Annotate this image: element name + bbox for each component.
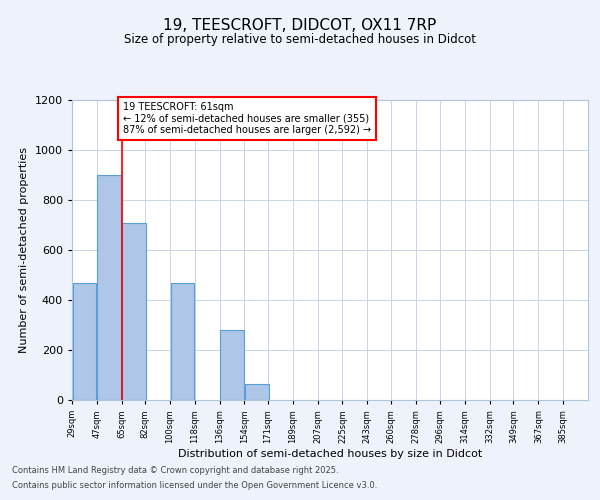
X-axis label: Distribution of semi-detached houses by size in Didcot: Distribution of semi-detached houses by … xyxy=(178,448,482,458)
Text: Size of property relative to semi-detached houses in Didcot: Size of property relative to semi-detach… xyxy=(124,32,476,46)
Text: Contains public sector information licensed under the Open Government Licence v3: Contains public sector information licen… xyxy=(12,481,377,490)
Bar xyxy=(122,222,146,400)
Text: 19 TEESCROFT: 61sqm
← 12% of semi-detached houses are smaller (355)
87% of semi-: 19 TEESCROFT: 61sqm ← 12% of semi-detach… xyxy=(123,102,371,134)
Bar xyxy=(170,282,194,400)
Bar xyxy=(245,384,269,400)
Bar xyxy=(97,175,121,400)
Text: Contains HM Land Registry data © Crown copyright and database right 2025.: Contains HM Land Registry data © Crown c… xyxy=(12,466,338,475)
Y-axis label: Number of semi-detached properties: Number of semi-detached properties xyxy=(19,147,29,353)
Bar xyxy=(73,282,96,400)
Bar xyxy=(220,330,244,400)
Text: 19, TEESCROFT, DIDCOT, OX11 7RP: 19, TEESCROFT, DIDCOT, OX11 7RP xyxy=(163,18,437,32)
